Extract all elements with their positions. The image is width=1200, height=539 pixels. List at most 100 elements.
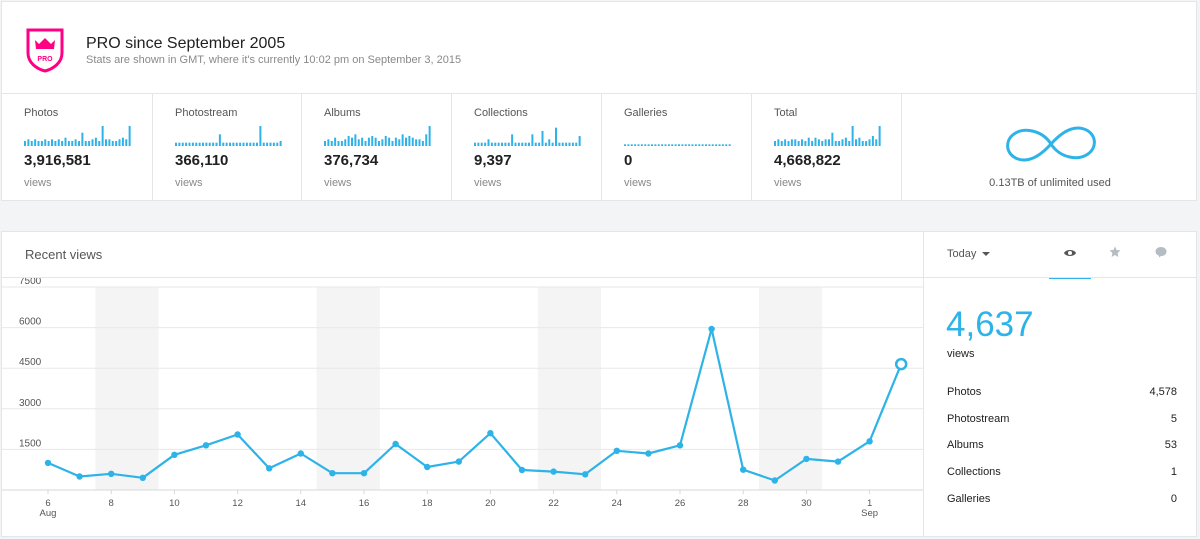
spark-bar xyxy=(364,141,367,146)
spark-bar xyxy=(811,141,814,146)
stat-total[interactable]: Total 4,668,822 views xyxy=(752,94,902,200)
tab-comments[interactable] xyxy=(1146,242,1176,264)
stat-collections[interactable]: Collections 9,397 views xyxy=(452,94,602,200)
y-tick-label: 3000 xyxy=(19,398,42,409)
x-tick-label: 10 xyxy=(169,498,180,509)
data-point[interactable] xyxy=(424,463,431,471)
spark-bar xyxy=(401,134,404,146)
stat-galleries[interactable]: Galleries 0 views xyxy=(602,94,752,200)
spark-bar xyxy=(531,134,534,146)
stats-row: Photos 3,916,581 views Photostream 366,1… xyxy=(1,93,1197,201)
data-point[interactable] xyxy=(803,455,810,463)
spark-bar xyxy=(667,144,670,146)
breakdown-value: 4,578 xyxy=(1149,386,1177,398)
data-point[interactable] xyxy=(329,470,336,477)
data-point[interactable] xyxy=(392,440,399,448)
stat-label: Photos xyxy=(24,107,59,119)
data-point[interactable] xyxy=(645,450,652,457)
spark-bar xyxy=(780,141,783,146)
stat-photos[interactable]: Photos 3,916,581 views xyxy=(2,94,153,200)
data-point[interactable] xyxy=(266,465,273,472)
spark-bar xyxy=(721,144,724,146)
recent-views-chart[interactable]: 7500 6000 4500 3000 1500 6 8 10 12 14 16 18 20 22 24 26… xyxy=(2,278,923,536)
data-point[interactable] xyxy=(518,466,526,474)
spark-bar xyxy=(384,136,387,146)
data-point[interactable] xyxy=(771,477,778,484)
spark-bar xyxy=(185,142,188,146)
total-views-unit: views xyxy=(947,348,975,360)
stat-unit: views xyxy=(324,177,352,189)
page-subtitle: Stats are shown in GMT, where it's curre… xyxy=(86,54,462,66)
data-point[interactable] xyxy=(108,470,115,477)
spark-bar xyxy=(229,142,231,146)
spark-bar xyxy=(101,126,104,146)
spark-bar xyxy=(490,142,493,146)
spark-bar xyxy=(61,141,64,146)
divider xyxy=(2,277,923,278)
spark-bar xyxy=(474,142,476,146)
weekend-band xyxy=(95,287,159,490)
spark-bar xyxy=(504,142,507,146)
data-point[interactable] xyxy=(550,468,557,475)
data-point[interactable] xyxy=(297,450,304,457)
stat-value: 4,668,822 xyxy=(774,152,841,169)
spark-bar xyxy=(208,142,211,146)
page-title: PRO since September 2005 xyxy=(86,35,286,52)
spark-bar xyxy=(821,141,824,146)
data-point[interactable] xyxy=(234,431,241,438)
spark-bar xyxy=(225,142,228,146)
data-point[interactable] xyxy=(676,442,684,449)
spark-bar xyxy=(804,141,807,146)
spark-bar xyxy=(272,142,275,146)
data-point[interactable] xyxy=(582,471,589,478)
spark-bar xyxy=(330,141,333,146)
period-dropdown[interactable]: Today xyxy=(947,248,991,260)
stat-albums[interactable]: Albums 376,734 views xyxy=(302,94,452,200)
spark-bar xyxy=(855,139,857,146)
spark-bar xyxy=(242,142,245,146)
data-point[interactable] xyxy=(360,470,368,477)
spark-bar xyxy=(838,141,841,146)
spark-bar xyxy=(494,142,497,146)
data-point[interactable] xyxy=(455,458,462,465)
spark-bar xyxy=(74,139,77,146)
data-point[interactable] xyxy=(613,447,620,454)
sparkline xyxy=(474,127,581,146)
stat-value: 0 xyxy=(624,152,633,169)
spark-bar xyxy=(205,142,208,146)
spark-bar xyxy=(868,139,871,146)
spark-bar xyxy=(637,144,640,146)
data-point[interactable] xyxy=(44,459,52,467)
spark-bar xyxy=(640,144,643,146)
breakdown-label: Collections xyxy=(947,466,1001,478)
data-point[interactable] xyxy=(487,430,494,437)
breakdown-row-photos: Photos 4,578 xyxy=(947,386,1177,398)
data-point[interactable] xyxy=(708,325,715,333)
month-label: Aug xyxy=(40,508,57,519)
data-point[interactable] xyxy=(202,442,210,449)
stat-label: Photostream xyxy=(175,107,238,119)
spark-bar xyxy=(128,126,131,146)
spark-bar xyxy=(511,134,514,146)
data-point[interactable] xyxy=(139,474,146,481)
data-point[interactable] xyxy=(740,466,747,473)
data-point[interactable] xyxy=(866,438,873,445)
tab-views[interactable] xyxy=(1049,242,1091,279)
spark-bar xyxy=(337,141,340,146)
stat-value: 366,110 xyxy=(175,152,229,169)
breakdown-value: 1 xyxy=(1170,466,1177,478)
data-point[interactable] xyxy=(171,451,178,458)
data-point[interactable] xyxy=(76,473,83,480)
data-point[interactable] xyxy=(894,357,908,371)
tab-favorites[interactable] xyxy=(1100,242,1130,264)
spark-bar xyxy=(215,142,218,146)
period-label: Today xyxy=(947,248,977,260)
spark-bar xyxy=(834,141,837,146)
spark-bar xyxy=(684,144,687,146)
spark-bar xyxy=(801,139,803,146)
spark-bar xyxy=(477,142,480,146)
data-point[interactable] xyxy=(834,458,842,465)
spark-bar xyxy=(661,144,664,146)
stat-photostream[interactable]: Photostream 366,110 views xyxy=(153,94,302,200)
spark-bar xyxy=(858,137,861,146)
